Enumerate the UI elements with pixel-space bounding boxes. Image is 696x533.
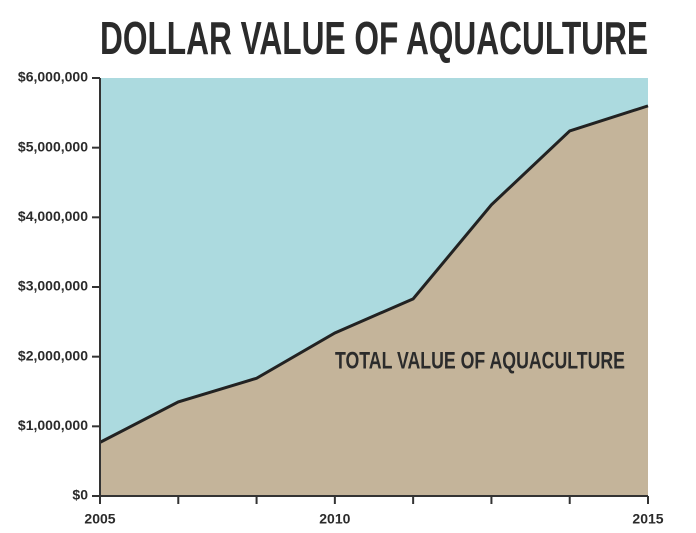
line [99, 104, 649, 444]
y-tick-label: $3,000,000 [18, 278, 88, 294]
x-tick-label: 2005 [84, 511, 115, 527]
y-tick-label: $0 [72, 487, 88, 503]
x-tick-label: 2015 [632, 511, 663, 527]
chart-title: DOLLAR VALUE OF AQUACULTURE [100, 12, 648, 64]
y-tick-label: $5,000,000 [18, 138, 88, 154]
y-tick-label: $4,000,000 [18, 208, 88, 224]
y-tick-label: $6,000,000 [18, 69, 88, 85]
annotation: TOTAL VALUE OF AQUACULTURE [335, 347, 625, 374]
x-tick-label: 2010 [319, 511, 350, 527]
area [100, 105, 648, 496]
y-tick-label: $2,000,000 [18, 347, 88, 363]
y-tick-label: $1,000,000 [18, 417, 88, 433]
